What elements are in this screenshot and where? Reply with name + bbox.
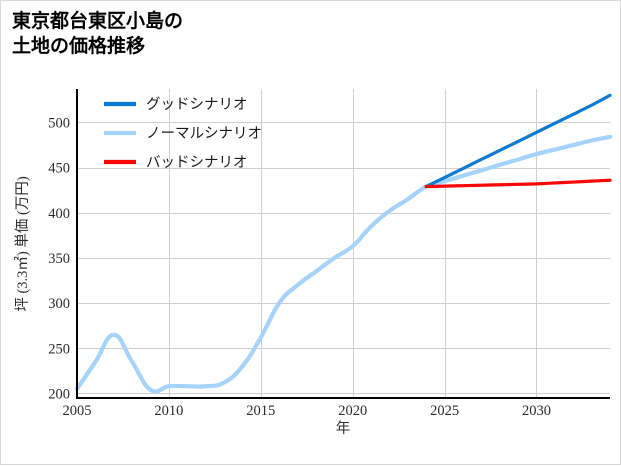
y-tick-label: 350 bbox=[48, 251, 70, 267]
x-tick-label: 2015 bbox=[246, 403, 275, 419]
x-tick-label: 2010 bbox=[154, 403, 183, 419]
x-tick-labels: 2005 2010 2015 2020 2025 2030 bbox=[63, 403, 551, 419]
legend-label-normal: ノーマルシナリオ bbox=[146, 126, 262, 142]
x-tick-label: 2025 bbox=[430, 403, 459, 419]
series-line bbox=[424, 93, 612, 189]
y-axis-title: 坪 (3.3㎡) 単価 (万円) bbox=[14, 176, 31, 311]
x-tick-label: 2030 bbox=[522, 403, 551, 419]
y-tick-label: 500 bbox=[48, 115, 70, 131]
y-tick-label: 200 bbox=[48, 386, 70, 402]
legend-label-good: グッドシナリオ bbox=[146, 96, 248, 113]
legend-label-bad: バッドシナリオ bbox=[146, 155, 248, 171]
y-tick-label: 300 bbox=[48, 296, 70, 312]
series-line bbox=[424, 178, 612, 189]
series-line bbox=[74, 134, 613, 394]
series-group bbox=[74, 93, 613, 394]
y-tick-label: 400 bbox=[48, 206, 70, 222]
y-tick-label: 450 bbox=[48, 161, 70, 177]
y-tick-labels: 200 250 300 350 400 450 500 bbox=[48, 115, 70, 402]
axes-group bbox=[75, 89, 610, 400]
page-title: 東京都台東区小島の 土地の価格推移 bbox=[12, 11, 184, 57]
x-axis-title: 年 bbox=[336, 420, 351, 437]
x-tick-label: 2020 bbox=[338, 403, 367, 419]
x-tick-label: 2005 bbox=[63, 403, 92, 419]
y-tick-label: 250 bbox=[48, 341, 70, 357]
